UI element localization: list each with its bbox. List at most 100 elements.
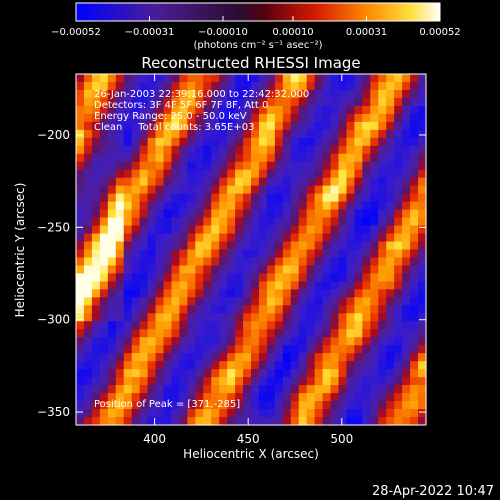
heatmap-cell: [378, 201, 387, 211]
heatmap-cell: [243, 201, 252, 211]
heatmap-cell: [107, 81, 117, 91]
heatmap-cell: [314, 297, 324, 306]
heatmap-cell: [362, 393, 371, 402]
heatmap-cell: [386, 137, 395, 147]
heatmap-cell: [76, 81, 85, 91]
heatmap-cell: [99, 401, 109, 410]
heatmap-cell: [99, 177, 109, 187]
heatmap-cell: [274, 225, 284, 235]
colorbar-tick-label: 0.00010: [272, 27, 313, 38]
heatmap-cell: [346, 409, 355, 418]
heatmap-cell: [227, 401, 236, 410]
heatmap-cell: [99, 81, 109, 91]
heatmap-cell: [298, 337, 308, 346]
heatmap-cell: [282, 153, 292, 163]
heatmap-cell: [123, 169, 133, 179]
heatmap-cell: [219, 225, 228, 235]
heatmap-cell: [290, 161, 300, 171]
heatmap-cell: [163, 233, 173, 243]
heatmap-cell: [243, 353, 252, 362]
heatmap-cell: [322, 273, 332, 283]
heatmap-cell: [227, 201, 236, 211]
heatmap-cell: [354, 185, 363, 195]
heatmap-cell: [290, 313, 300, 322]
heatmap-cell: [76, 185, 85, 195]
heatmap-cell: [362, 409, 371, 418]
heatmap-cell: [394, 193, 403, 203]
heatmap-cell: [386, 417, 395, 426]
heatmap-cell: [155, 353, 165, 362]
heatmap-cell: [298, 129, 308, 139]
heatmap-cell: [179, 201, 188, 211]
heatmap-cell: [290, 273, 300, 283]
heatmap-cell: [274, 209, 284, 219]
heatmap-cell: [370, 161, 379, 171]
heatmap-cell: [314, 353, 324, 362]
heatmap-cell: [306, 193, 316, 203]
heatmap-cell: [107, 185, 117, 195]
heatmap-cell: [298, 97, 308, 107]
heatmap-cell: [91, 217, 101, 227]
heatmap-cell: [195, 393, 204, 402]
heatmap-cell: [362, 361, 371, 370]
heatmap-cell: [123, 161, 133, 171]
heatmap-cell: [235, 265, 244, 275]
heatmap-cell: [147, 153, 157, 163]
heatmap-cell: [243, 113, 252, 123]
heatmap-cell: [338, 393, 348, 402]
heatmap-cell: [402, 321, 411, 330]
heatmap-cell: [99, 145, 109, 155]
heatmap-cell: [131, 337, 141, 346]
heatmap-cell: [266, 289, 276, 298]
heatmap-cell: [211, 113, 220, 123]
heatmap-cell: [99, 105, 109, 115]
heatmap-cell: [76, 361, 85, 370]
heatmap-cell: [306, 265, 316, 275]
heatmap-cell: [314, 81, 324, 91]
heatmap-cell: [258, 89, 268, 99]
heatmap-cell: [131, 249, 141, 259]
heatmap-cell: [322, 145, 332, 155]
heatmap-cell: [322, 113, 332, 123]
heatmap-cell: [131, 225, 141, 235]
heatmap-cell: [251, 257, 260, 267]
heatmap-cell: [394, 113, 403, 123]
heatmap-cell: [306, 361, 316, 370]
heatmap-cell: [378, 193, 387, 203]
heatmap-cell: [99, 337, 109, 346]
heatmap-cell: [235, 121, 244, 131]
heatmap-cell: [338, 409, 348, 418]
heatmap-cell: [266, 97, 276, 107]
heatmap-cell: [219, 409, 228, 418]
heatmap-cell: [282, 137, 292, 147]
heatmap-cell: [147, 209, 157, 219]
heatmap-cell: [410, 97, 419, 107]
heatmap-cell: [107, 113, 117, 123]
heatmap-cell: [378, 273, 387, 283]
heatmap-cell: [99, 89, 109, 99]
heatmap-cell: [378, 289, 387, 298]
heatmap-cell: [251, 345, 260, 354]
heatmap-cell: [370, 305, 379, 314]
heatmap-cell: [346, 369, 355, 378]
heatmap-cell: [91, 113, 101, 123]
heatmap-cell: [306, 345, 316, 354]
heatmap-cell: [370, 401, 379, 410]
heatmap-cell: [346, 249, 355, 259]
heatmap-cell: [370, 241, 379, 251]
heatmap-cell: [322, 281, 332, 290]
heatmap-cell: [338, 89, 348, 99]
heatmap-cell: [290, 121, 300, 131]
heatmap-cell: [76, 257, 85, 267]
heatmap-cell: [314, 145, 324, 155]
heatmap-cell: [370, 105, 379, 115]
heatmap-cell: [131, 361, 141, 370]
heatmap-cell: [346, 401, 355, 410]
heatmap-cell: [131, 121, 141, 131]
heatmap-cell: [163, 345, 173, 354]
heatmap-cell: [76, 265, 85, 275]
heatmap-cell: [219, 265, 228, 275]
heatmap-cell: [298, 225, 308, 235]
heatmap-cell: [203, 225, 212, 235]
heatmap-cell: [258, 417, 268, 426]
